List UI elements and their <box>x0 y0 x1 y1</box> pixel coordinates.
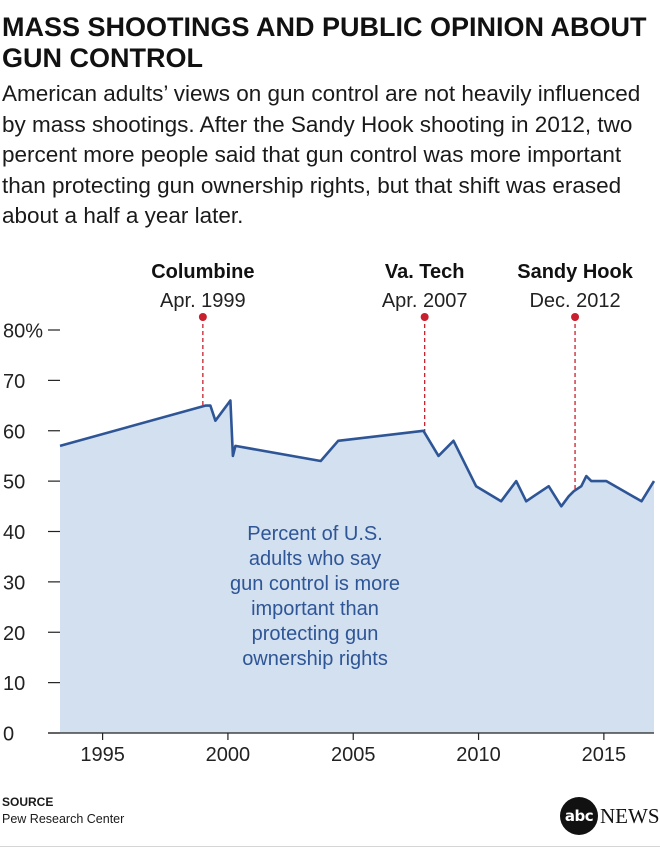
chart-annotation: Percent of U.S. adults who say gun control… <box>230 523 400 670</box>
annotation-line: Percent of U.S. <box>247 523 383 545</box>
annotation-line: protecting gun <box>252 623 379 645</box>
x-tick-label: 2010 <box>456 744 501 766</box>
chart-subtitle: American adults’ views on gun control ar… <box>2 81 641 228</box>
abc-logo-circle: abc <box>560 797 598 835</box>
y-tick-label: 40 <box>3 522 25 544</box>
x-tick-label: 2015 <box>582 744 627 766</box>
event-date: Apr. 2007 <box>382 290 468 312</box>
y-tick-label: 10 <box>3 673 25 695</box>
y-tick-label: 50 <box>3 472 25 494</box>
area-layer <box>59 399 656 733</box>
annotation-line: gun control is more <box>230 573 400 595</box>
event-date: Dec. 2012 <box>529 290 620 312</box>
x-tick-label: 2005 <box>331 744 376 766</box>
event-date: Apr. 1999 <box>160 290 246 312</box>
annotation-line: adults who say <box>249 548 381 570</box>
x-axis: 1995 2000 2005 2010 2015 <box>48 732 654 766</box>
y-axis: 0 10 20 30 40 50 60 70 80% <box>3 321 60 746</box>
y-tick-label: 70 <box>3 371 25 393</box>
annotation-line: important than <box>251 598 379 620</box>
event-dot <box>420 313 429 321</box>
event-dot <box>198 313 207 321</box>
y-tick-label: 30 <box>3 572 25 594</box>
y-tick-label: 20 <box>3 623 25 645</box>
chart-title: MASS SHOOTINGS AND PUBLIC OPINION ABOUT … <box>2 12 647 73</box>
bottom-divider <box>0 846 660 847</box>
x-tick-label: 1995 <box>80 744 125 766</box>
event-name: Va. Tech <box>385 261 465 283</box>
gun-control-chart: Columbine Apr. 1999 Va. Tech Apr. 2007 Sandy… <box>3 261 656 766</box>
x-tick-label: 2000 <box>206 744 251 766</box>
news-logo-word: NEWS <box>600 803 660 828</box>
source-text: Pew Research Center <box>2 812 125 826</box>
series-area <box>60 400 654 733</box>
source-label: SOURCE <box>2 795 54 809</box>
abc-news-logo: abc NEWS <box>560 797 660 835</box>
event-name: Columbine <box>151 261 254 283</box>
y-tick-label: 80% <box>3 321 43 343</box>
annotation-line: ownership rights <box>242 648 388 670</box>
series-line <box>59 399 656 508</box>
y-tick-label: 0 <box>3 724 14 746</box>
event-name: Sandy Hook <box>517 261 633 283</box>
y-tick-label: 60 <box>3 421 25 443</box>
event-dot <box>571 313 580 321</box>
